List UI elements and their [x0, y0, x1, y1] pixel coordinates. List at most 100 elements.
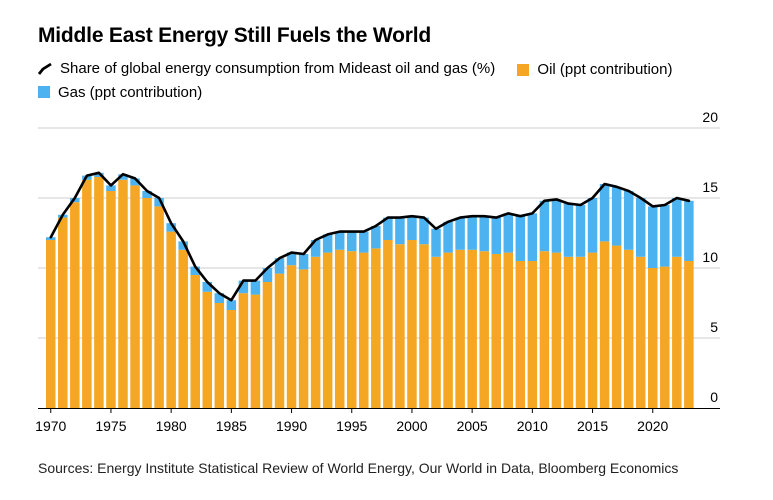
gas-bar — [250, 280, 261, 295]
y-tick-label: 20 — [702, 109, 718, 125]
gas-bar — [527, 213, 538, 261]
x-tick-label: 2010 — [517, 418, 548, 434]
y-tick-label: 10 — [702, 249, 718, 265]
x-tick-label: 1990 — [276, 418, 307, 434]
gas-bar — [118, 174, 128, 180]
oil-bar — [443, 252, 453, 408]
oil-bar — [479, 251, 489, 408]
gas-bar — [130, 178, 140, 186]
chart-title: Middle East Energy Still Fuels the World — [38, 24, 432, 47]
gas-bar — [648, 206, 658, 268]
oil-bar — [322, 252, 333, 408]
x-tick-label: 1995 — [336, 418, 367, 434]
oil-bar — [154, 206, 164, 408]
oil-bar — [660, 266, 670, 408]
x-tick-label: 1970 — [35, 418, 66, 434]
gas-bar — [395, 217, 405, 245]
oil-bar — [623, 249, 634, 408]
gas-bar — [46, 237, 56, 240]
gas-bar — [455, 217, 465, 250]
oil-bar — [202, 291, 213, 408]
legend: Share of global energy consumption from … — [38, 58, 738, 104]
gas-bar — [660, 205, 670, 267]
x-tick-label: 2005 — [457, 418, 488, 434]
gas-bar — [371, 226, 381, 249]
oil-bar — [190, 275, 200, 408]
oil-bar — [419, 244, 429, 408]
x-tick-label: 2000 — [396, 418, 427, 434]
gas-bar — [310, 240, 321, 257]
gas-bar — [443, 221, 453, 253]
oil-bar — [515, 261, 526, 408]
oil-bar — [262, 282, 273, 408]
gas-bar — [238, 280, 249, 294]
legend-label-gas: Gas (ppt contribution) — [58, 83, 203, 101]
oil-bar — [142, 198, 152, 408]
oil-bar — [539, 251, 550, 408]
oil-bar — [118, 179, 128, 408]
oil-bar — [395, 244, 405, 408]
oil-bar — [467, 249, 477, 408]
gas-bar — [539, 200, 550, 252]
gas-bar — [274, 258, 285, 274]
legend-item-oil: Oil (ppt contribution) — [517, 59, 672, 80]
oil-bar — [106, 191, 116, 408]
gas-bar — [575, 205, 586, 257]
x-tick-label: 1975 — [95, 418, 126, 434]
oil-bar — [214, 303, 225, 408]
oil-bar — [178, 249, 188, 408]
oil-bar — [503, 252, 514, 408]
gas-bar — [587, 198, 598, 253]
oil-bar — [94, 177, 104, 408]
gas-bar — [202, 282, 213, 292]
gas-bar — [178, 241, 188, 250]
gas-bar — [491, 217, 501, 254]
oil-bar — [551, 252, 562, 408]
oil-bar — [672, 256, 682, 408]
gas-bar — [359, 231, 369, 253]
oil-bar — [563, 256, 574, 408]
oil-bar — [82, 179, 92, 408]
oil-bar — [575, 256, 586, 408]
legend-item-line: Share of global energy consumption from … — [38, 58, 495, 79]
gas-bar — [515, 216, 526, 261]
gas-bar — [407, 216, 417, 240]
gas-bar — [684, 200, 694, 261]
gas-bar — [503, 213, 514, 253]
gas-bar — [106, 185, 116, 191]
gas-bar — [599, 184, 610, 242]
gas-bar — [635, 198, 646, 257]
oil-bar — [383, 240, 393, 408]
legend-oil-swatch — [517, 63, 530, 76]
share-line — [49, 171, 691, 302]
chart-plot: 0 5 10 15 20 1970 1975 1980 1985 1990 1995 2000 2005… — [35, 109, 720, 434]
oil-bar — [635, 256, 646, 408]
oil-bar — [226, 310, 237, 408]
oil-bar — [166, 231, 176, 408]
x-tick-label: 1985 — [216, 418, 247, 434]
gas-bar — [479, 216, 489, 252]
x-tick-label: 2015 — [577, 418, 608, 434]
oil-bar — [599, 241, 610, 408]
oil-bar — [274, 273, 285, 408]
legend-gas-swatch — [38, 86, 50, 98]
gas-bar — [166, 223, 176, 232]
gas-bar — [298, 254, 309, 270]
oil-bar — [70, 202, 80, 408]
y-tick-label: 5 — [710, 319, 718, 335]
oil-bar — [611, 245, 622, 408]
oil-bar — [286, 265, 297, 408]
gas-bar — [347, 231, 357, 252]
oil-bar — [371, 248, 381, 408]
legend-label-line: Share of global energy consumption from … — [60, 60, 496, 77]
gas-bar — [262, 268, 273, 282]
oil-bar — [310, 256, 321, 408]
gas-bar — [383, 217, 393, 240]
gas-bar — [467, 216, 477, 250]
gas-bar — [226, 300, 237, 310]
y-tick-label: 15 — [702, 179, 718, 195]
oil-bar — [527, 261, 538, 408]
oil-bar — [431, 256, 441, 408]
oil-bar — [250, 294, 261, 408]
gas-bar — [611, 186, 622, 246]
